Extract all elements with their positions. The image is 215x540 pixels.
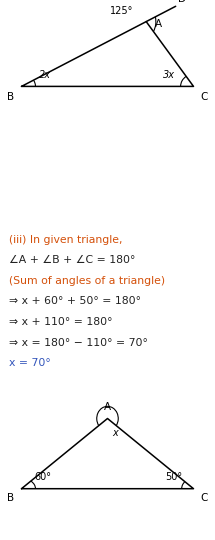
- Text: A: A: [155, 19, 162, 29]
- Text: A: A: [104, 402, 111, 412]
- Text: 2x: 2x: [39, 70, 51, 80]
- Text: B: B: [7, 92, 14, 102]
- Text: B: B: [7, 493, 14, 503]
- Text: (iii) In given triangle,: (iii) In given triangle,: [9, 235, 122, 245]
- Text: 50°: 50°: [166, 472, 183, 482]
- Text: ∠A + ∠B + ∠C = 180°: ∠A + ∠B + ∠C = 180°: [9, 255, 135, 266]
- Text: ⇒ x + 110° = 180°: ⇒ x + 110° = 180°: [9, 317, 112, 327]
- Text: 60°: 60°: [34, 472, 51, 482]
- Text: C: C: [201, 493, 208, 503]
- Text: x = 70°: x = 70°: [9, 358, 50, 368]
- Text: D: D: [178, 0, 186, 4]
- Text: x: x: [112, 428, 118, 438]
- Text: ⇒ x + 60° + 50° = 180°: ⇒ x + 60° + 50° = 180°: [9, 296, 141, 307]
- Text: C: C: [201, 92, 208, 102]
- Text: (Sum of angles of a triangle): (Sum of angles of a triangle): [9, 276, 165, 286]
- Text: 3x: 3x: [163, 70, 175, 80]
- Text: 125°: 125°: [110, 6, 133, 16]
- Text: ⇒ x = 180° − 110° = 70°: ⇒ x = 180° − 110° = 70°: [9, 338, 147, 348]
